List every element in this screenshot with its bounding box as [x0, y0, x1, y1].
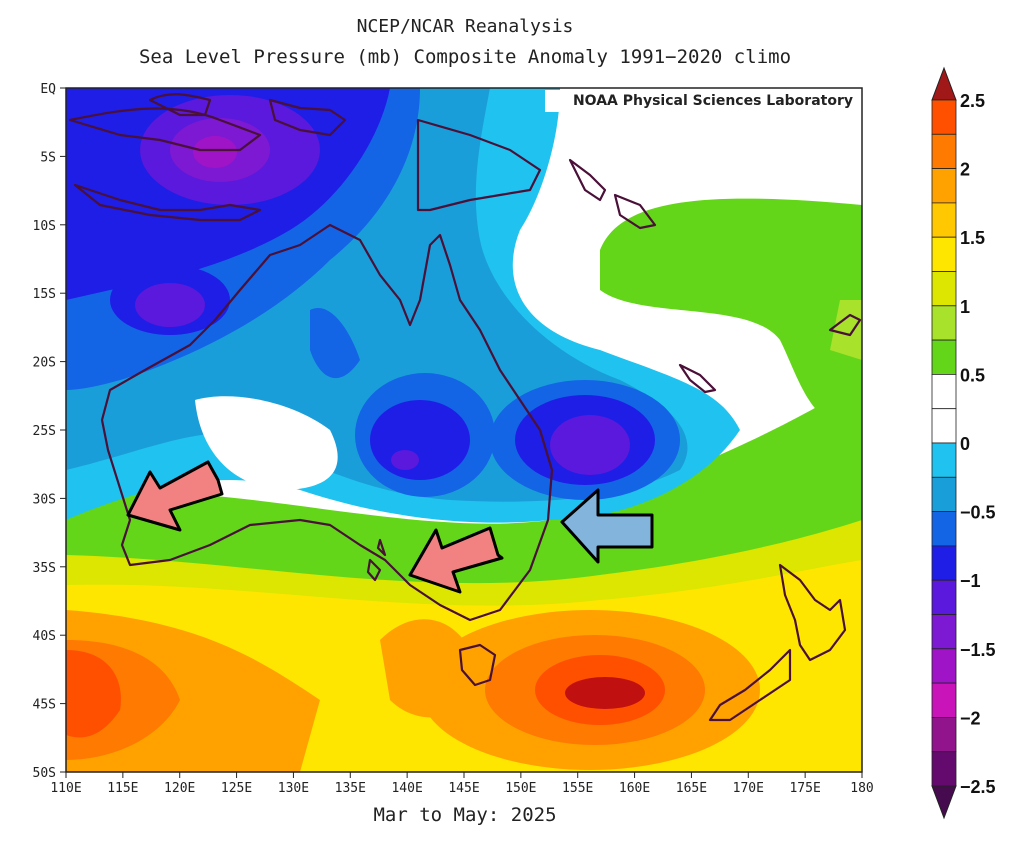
- lon-tick-label: 150E: [505, 781, 536, 796]
- lat-tick-label: 30S: [33, 492, 56, 507]
- colorbar-swatch: [931, 614, 957, 650]
- arrow-southwest-wa: [126, 460, 224, 532]
- lon-tick-label: 120E: [164, 781, 195, 796]
- lat-tick-label: 15S: [33, 287, 56, 302]
- lon-tick-label: 115E: [107, 781, 138, 796]
- colorbar-label: 1.5: [960, 228, 985, 248]
- lat-tick-label: 20S: [33, 356, 56, 371]
- lon-tick-label: 145E: [448, 781, 479, 796]
- lon-tick-label: 125E: [221, 781, 252, 796]
- colorbar-swatch: [931, 305, 957, 341]
- colorbar-label: 0: [960, 434, 970, 454]
- colorbar-swatch: [931, 648, 957, 684]
- arrow-south-australia: [408, 526, 504, 594]
- lon-tick-label: 160E: [619, 781, 650, 796]
- lon-tick-label: 140E: [391, 781, 422, 796]
- chart-title-line1: NCEP/NCAR Reanalysis: [356, 16, 574, 37]
- colorbar-swatch: [931, 202, 957, 238]
- colorbar-label: 0.5: [960, 365, 985, 385]
- colorbar-swatch: [931, 373, 957, 410]
- lat-tick-label: 45S: [33, 698, 56, 713]
- latitude-axis: EQ 5S 10S 15S 20S 25S 30S 35S 40S 45S 50S: [33, 82, 66, 781]
- colorbar-label: 2.5: [960, 91, 985, 111]
- lon-tick-label: 110E: [50, 781, 81, 796]
- credit-label: NOAA Physical Sciences Laboratory: [545, 90, 857, 112]
- lat-tick-label: 5S: [40, 150, 56, 165]
- colorbar-swatch: [931, 133, 957, 170]
- colorbar: 2.5 2 1.5 1 0.5 0 −0.5 −1 −1.5 −2 −2.5: [931, 66, 996, 820]
- lat-tick-label: EQ: [40, 82, 56, 97]
- colorbar-label: 1: [960, 297, 970, 317]
- lat-tick-label: 25S: [33, 424, 56, 439]
- colorbar-top-extension: [931, 66, 957, 101]
- colorbar-swatch: [931, 271, 957, 307]
- lon-tick-label: 130E: [278, 781, 309, 796]
- lon-tick-label: 155E: [562, 781, 593, 796]
- colorbar-swatch: [931, 579, 957, 615]
- colorbar-swatch: [931, 511, 957, 547]
- colorbar-swatch: [931, 442, 957, 478]
- colorbar-swatch: [931, 717, 957, 753]
- colorbar-label: −1: [960, 571, 981, 591]
- chart-title-line2: Sea Level Pressure (mb) Composite Anomal…: [138, 46, 792, 68]
- colorbar-swatch: [931, 476, 957, 512]
- colorbar-swatch: [931, 408, 957, 444]
- colorbar-bottom-extension: [931, 785, 957, 820]
- longitude-axis: 110E 115E 120E 125E 130E 135E 140E 145E 150E 155E…: [50, 772, 874, 796]
- colorbar-swatch: [931, 682, 957, 718]
- colorbar-swatch: [931, 99, 957, 135]
- colorbar-swatch: [931, 236, 957, 272]
- lon-tick-label: 180: [850, 781, 873, 796]
- lat-tick-label: 35S: [33, 561, 56, 576]
- lat-tick-label: 50S: [33, 766, 56, 781]
- colorbar-label: −2: [960, 708, 981, 728]
- colorbar-label: 2: [960, 160, 970, 180]
- colorbar-label: −1.5: [960, 640, 996, 660]
- lat-tick-label: 10S: [33, 219, 56, 234]
- colorbar-swatch: [931, 545, 957, 581]
- lat-tick-label: 40S: [33, 629, 56, 644]
- colorbar-swatch: [931, 339, 957, 375]
- colorbar-label: −0.5: [960, 503, 996, 523]
- coastlines: [68, 93, 862, 722]
- colorbar-swatch: [931, 751, 957, 787]
- lon-tick-label: 135E: [335, 781, 366, 796]
- lon-tick-label: 175E: [789, 781, 820, 796]
- lon-tick-label: 170E: [733, 781, 764, 796]
- arrow-east-coast-nsw: [560, 488, 654, 564]
- anomaly-field: [66, 88, 862, 772]
- colorbar-swatch: [931, 168, 957, 204]
- time-period-label: Mar to May: 2025: [373, 804, 557, 826]
- colorbar-label: −2.5: [960, 777, 996, 797]
- lon-tick-label: 165E: [676, 781, 707, 796]
